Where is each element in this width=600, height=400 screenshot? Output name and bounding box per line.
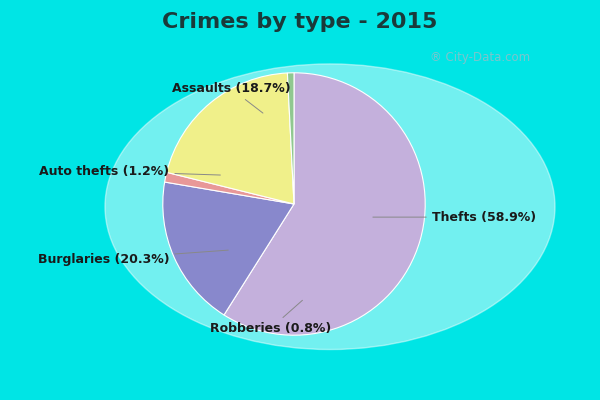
Ellipse shape (105, 64, 555, 350)
Text: Crimes by type - 2015: Crimes by type - 2015 (163, 12, 437, 32)
Wedge shape (287, 73, 294, 204)
Wedge shape (164, 172, 294, 204)
Text: Thefts (58.9%): Thefts (58.9%) (373, 211, 536, 224)
Text: Robberies (0.8%): Robberies (0.8%) (210, 300, 331, 335)
Wedge shape (224, 73, 425, 335)
Text: Assaults (18.7%): Assaults (18.7%) (172, 82, 290, 113)
Text: Auto thefts (1.2%): Auto thefts (1.2%) (39, 165, 220, 178)
Text: Burglaries (20.3%): Burglaries (20.3%) (38, 250, 228, 266)
Wedge shape (167, 73, 294, 204)
Wedge shape (163, 182, 294, 315)
Text: ® City-Data.com: ® City-Data.com (430, 52, 530, 64)
